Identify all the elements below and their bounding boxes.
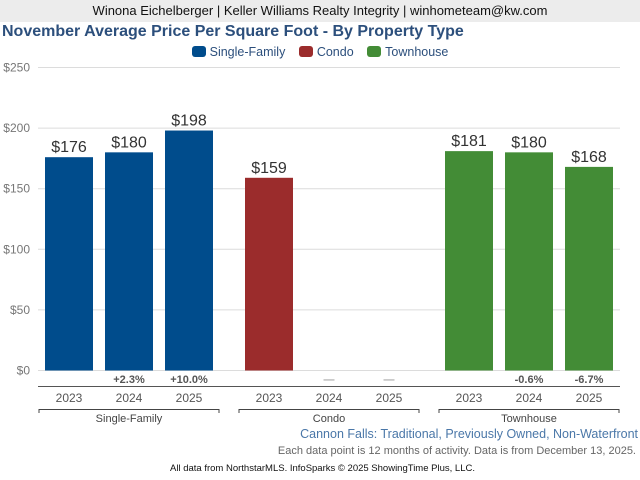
group-bracket <box>38 409 220 413</box>
bar-value-label: $159 <box>251 160 287 177</box>
change-label: — <box>324 374 335 386</box>
legend-swatch <box>191 46 206 57</box>
x-tick-label: 2023 <box>56 391 83 405</box>
y-tick-label: $150 <box>3 182 30 196</box>
legend-item-townhouse[interactable]: Townhouse <box>367 45 448 59</box>
x-tick-label: 2025 <box>576 391 603 405</box>
x-tick-label: 2024 <box>516 391 543 405</box>
legend-swatch <box>298 46 313 57</box>
group-label: Townhouse <box>501 413 557 425</box>
y-tick-label: $250 <box>3 61 30 75</box>
group-label: Single-Family <box>96 413 163 425</box>
legend-item-condo[interactable]: Condo <box>298 45 354 59</box>
legend-label: Townhouse <box>385 45 449 59</box>
change-label: -0.6% <box>515 374 544 386</box>
legend-label: Condo <box>316 45 354 59</box>
legend: Single-Family Condo Townhouse <box>0 45 640 59</box>
y-tick-label: $50 <box>10 303 30 317</box>
chart-subtitle: Cannon Falls: Traditional, Previously Ow… <box>300 427 638 441</box>
data-note: Each data point is 12 months of activity… <box>277 445 636 457</box>
x-tick-label: 2025 <box>176 391 203 405</box>
bar <box>445 151 493 371</box>
change-label: — <box>384 374 395 386</box>
bar <box>505 152 553 371</box>
footer-credit: All data from NorthstarMLS. InfoSparks ©… <box>170 463 475 474</box>
x-tick-label: 2024 <box>316 391 343 405</box>
bar <box>45 157 93 371</box>
chart-plot: $0 $50 $100 $150 $200 $250 $176 2023 $180 +2.3% 20… <box>3 61 620 425</box>
bar <box>165 130 213 371</box>
group-bracket <box>438 409 620 413</box>
y-tick-label: $100 <box>3 242 30 256</box>
agent-info-bar: Winona Eichelberger | Keller Williams Re… <box>0 0 640 22</box>
bar-value-label: $180 <box>511 134 547 151</box>
legend-item-single-family[interactable]: Single-Family <box>191 45 286 59</box>
y-tick-label: $200 <box>3 121 30 135</box>
bar-value-label: $176 <box>51 139 87 156</box>
y-tick-label: $0 <box>17 364 31 378</box>
group-label: Condo <box>313 413 345 425</box>
bar-value-label: $198 <box>171 113 207 130</box>
change-label: +10.0% <box>170 374 208 386</box>
bar-value-label: $180 <box>111 134 147 151</box>
bar <box>565 166 613 371</box>
bar-value-label: $181 <box>451 133 487 150</box>
group-bracket <box>238 409 420 413</box>
legend-label: Single-Family <box>209 45 286 59</box>
change-label: -6.7% <box>575 374 604 386</box>
x-tick-label: 2023 <box>256 391 283 405</box>
bar <box>105 152 153 371</box>
x-tick-label: 2024 <box>116 391 143 405</box>
change-label: +2.3% <box>113 374 145 386</box>
legend-swatch <box>367 46 382 57</box>
x-tick-label: 2025 <box>376 391 403 405</box>
chart-title: November Average Price Per Square Foot -… <box>2 23 464 40</box>
bar-value-label: $168 <box>571 149 607 166</box>
x-tick-label: 2023 <box>456 391 483 405</box>
bar <box>245 177 293 371</box>
